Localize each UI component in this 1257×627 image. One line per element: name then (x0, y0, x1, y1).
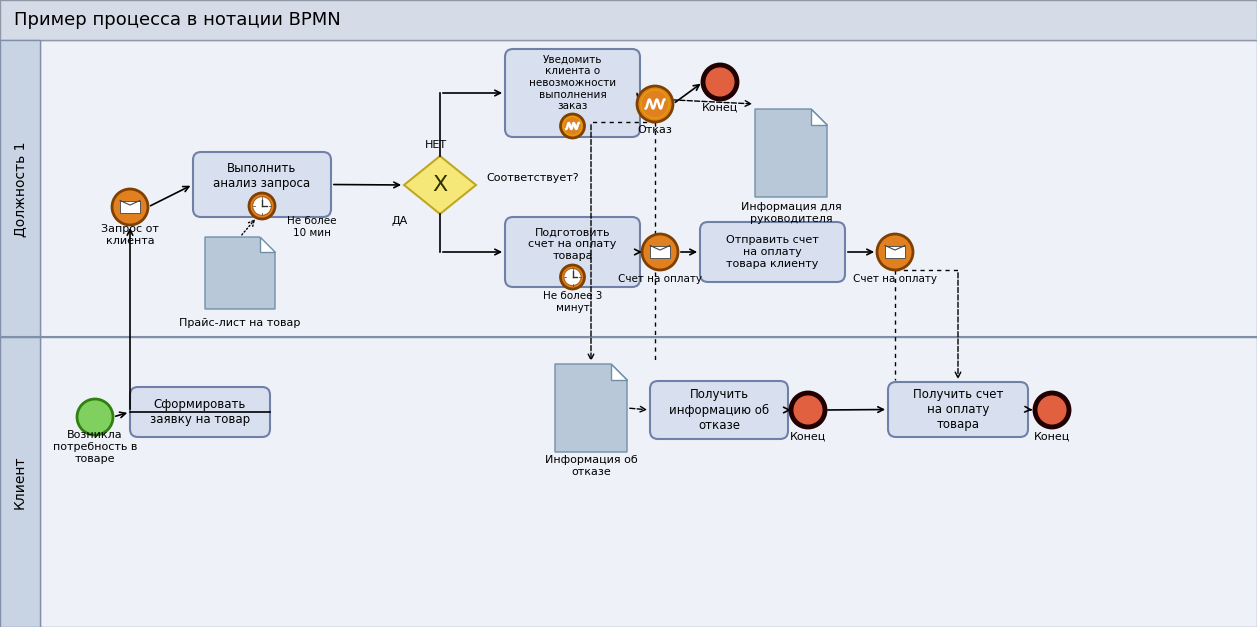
Circle shape (561, 114, 585, 138)
Text: Счет на оплату: Счет на оплату (854, 274, 936, 284)
Text: Конец: Конец (789, 432, 826, 442)
Text: Отказ: Отказ (637, 125, 672, 135)
Text: Счет на оплату: Счет на оплату (618, 274, 701, 284)
Text: Должность 1: Должность 1 (13, 141, 26, 237)
Circle shape (703, 65, 737, 99)
Circle shape (642, 234, 678, 270)
Text: Подготовить
счет на оплату
товара: Подготовить счет на оплату товара (528, 228, 617, 261)
Polygon shape (611, 364, 627, 380)
Text: Отправить счет
на оплату
товара клиенту: Отправить счет на оплату товара клиенту (727, 235, 818, 268)
Polygon shape (403, 156, 476, 214)
Polygon shape (260, 237, 275, 253)
Text: Конец: Конец (701, 103, 738, 113)
Bar (0, 0, 1257, 40)
FancyBboxPatch shape (194, 152, 331, 217)
FancyBboxPatch shape (505, 217, 640, 287)
Text: Выполнить
анализ запроса: Выполнить анализ запроса (214, 162, 310, 191)
Text: Не более 3
минут: Не более 3 минут (543, 291, 602, 313)
Text: X: X (432, 175, 447, 195)
Text: Клиент: Клиент (13, 455, 26, 508)
Text: Конец: Конец (1033, 432, 1070, 442)
Text: Соответствует?: Соответствует? (486, 173, 578, 183)
Polygon shape (755, 109, 827, 197)
Circle shape (249, 193, 275, 219)
Text: Пример процесса в нотации BPMN: Пример процесса в нотации BPMN (14, 11, 341, 29)
Circle shape (561, 265, 585, 289)
Bar (650, 246, 670, 258)
Polygon shape (205, 237, 275, 309)
Circle shape (877, 234, 913, 270)
Text: Сформировать
заявку на товар: Сформировать заявку на товар (150, 398, 250, 426)
FancyBboxPatch shape (505, 49, 640, 137)
Text: Уведомить
клиента о
невозможности
выполнения
заказ: Уведомить клиента о невозможности выполн… (529, 55, 616, 111)
Polygon shape (556, 364, 627, 452)
FancyBboxPatch shape (129, 387, 270, 437)
Text: Получить счет
на оплату
товара: Получить счет на оплату товара (913, 388, 1003, 431)
Text: НЕТ: НЕТ (425, 140, 447, 150)
Bar (121, 201, 140, 213)
Text: Прайс-лист на товар: Прайс-лист на товар (180, 318, 300, 328)
Circle shape (564, 268, 581, 286)
FancyBboxPatch shape (700, 222, 845, 282)
Circle shape (77, 399, 113, 435)
Circle shape (253, 197, 272, 215)
Text: Информация об
отказе: Информация об отказе (544, 455, 637, 477)
Text: Не более
10 мин: Не более 10 мин (288, 216, 337, 238)
Bar (0, 337, 40, 627)
Bar (40, 337, 1257, 627)
Text: Запрос от
клиента: Запрос от клиента (101, 224, 158, 246)
Bar (0, 40, 40, 337)
Text: Получить
информацию об
отказе: Получить информацию об отказе (669, 389, 769, 431)
Circle shape (791, 393, 825, 427)
Polygon shape (811, 109, 827, 125)
Bar (40, 40, 1257, 337)
FancyBboxPatch shape (650, 381, 788, 439)
Text: ДА: ДА (392, 216, 409, 226)
Text: Информация для
руководителя: Информация для руководителя (740, 202, 841, 224)
FancyBboxPatch shape (887, 382, 1028, 437)
Bar (885, 246, 905, 258)
Text: Возникла
потребность в
товаре: Возникла потребность в товаре (53, 430, 137, 463)
Circle shape (112, 189, 148, 225)
Circle shape (637, 86, 672, 122)
Circle shape (1035, 393, 1068, 427)
